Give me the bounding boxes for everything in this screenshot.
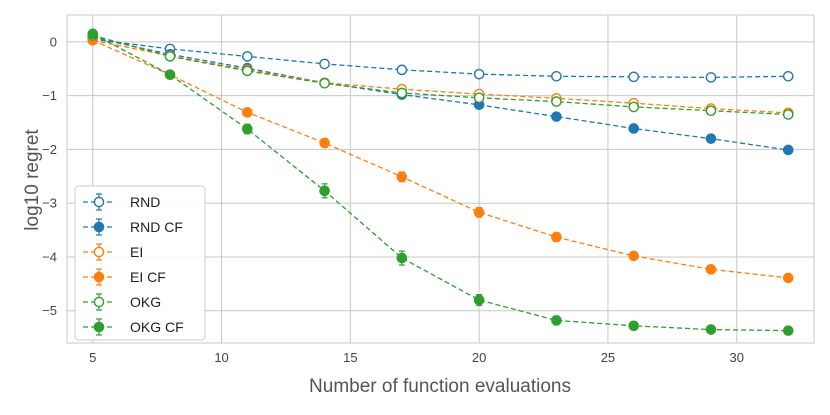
data-point bbox=[473, 92, 485, 104]
data-point bbox=[628, 320, 639, 332]
legend-item-okg-cf: OKG CF bbox=[83, 318, 184, 336]
data-point bbox=[242, 51, 253, 62]
y-axis-label: log10 regret bbox=[22, 129, 43, 231]
legend-item-rnd-cf: RND CF bbox=[83, 218, 183, 236]
x-tick-label: 15 bbox=[343, 350, 357, 365]
data-point bbox=[551, 315, 562, 326]
legend-marker bbox=[93, 296, 105, 308]
legend-label: RND bbox=[130, 194, 160, 210]
x-axis-label: Number of function evaluations bbox=[309, 376, 571, 397]
data-point bbox=[551, 111, 562, 122]
data-point bbox=[473, 207, 485, 218]
data-point bbox=[705, 133, 717, 144]
legend-marker bbox=[93, 221, 105, 233]
series-line-rnd-cf bbox=[92, 36, 789, 151]
series-okg-cf bbox=[87, 28, 794, 336]
y-tick-label: −3 bbox=[42, 196, 57, 211]
series-okg bbox=[87, 30, 794, 120]
data-point bbox=[164, 51, 176, 62]
data-point bbox=[551, 70, 562, 82]
x-tick-label: 25 bbox=[601, 350, 615, 365]
data-point bbox=[319, 58, 330, 70]
series-line-ei bbox=[92, 39, 789, 114]
x-tick-label: 20 bbox=[472, 350, 486, 365]
legend: RND RND CF EI EI CF OKG OKG CF bbox=[74, 185, 206, 341]
series-line-okg-cf bbox=[92, 33, 789, 332]
x-tick-label: 5 bbox=[89, 350, 96, 365]
legend-label: RND CF bbox=[130, 219, 183, 235]
series-line-ei-cf bbox=[92, 39, 789, 279]
plot-frame bbox=[66, 14, 815, 344]
series-line-okg bbox=[92, 34, 789, 116]
data-point bbox=[87, 28, 99, 40]
data-point bbox=[396, 64, 408, 76]
y-tick-label: 0 bbox=[50, 34, 57, 49]
data-point bbox=[782, 109, 794, 120]
y-tick-labels: 0 −1 −2 −3 −4 −5 bbox=[42, 34, 57, 318]
data-point bbox=[782, 144, 794, 156]
x-tick-label: 10 bbox=[214, 350, 228, 365]
y-tick-label: −2 bbox=[42, 142, 57, 157]
data-point bbox=[319, 185, 330, 197]
legend-marker bbox=[93, 196, 105, 208]
data-point bbox=[164, 69, 176, 80]
data-point bbox=[396, 171, 408, 183]
data-point bbox=[628, 71, 639, 83]
data-point bbox=[782, 325, 794, 336]
data-point bbox=[628, 101, 639, 113]
legend-item-ei: EI bbox=[83, 243, 143, 261]
data-point bbox=[319, 77, 330, 89]
legend-label: OKG CF bbox=[130, 319, 184, 335]
data-point bbox=[473, 294, 485, 306]
data-point bbox=[628, 250, 639, 262]
data-point bbox=[705, 264, 717, 275]
legend-item-rnd: RND bbox=[83, 193, 160, 211]
legend-marker bbox=[93, 321, 105, 333]
data-point bbox=[242, 107, 253, 118]
series-ei-cf bbox=[87, 34, 794, 284]
legend-marker bbox=[93, 271, 105, 283]
data-point bbox=[242, 123, 253, 135]
x-tick-labels: 5 10 15 20 25 30 bbox=[89, 350, 744, 365]
data-point bbox=[396, 87, 408, 99]
data-point bbox=[473, 68, 485, 80]
data-point bbox=[551, 231, 562, 243]
y-tick-label: −4 bbox=[42, 249, 57, 264]
legend-item-ei-cf: EI CF bbox=[83, 268, 166, 286]
y-tick-label: −5 bbox=[42, 303, 57, 318]
legend-label: EI CF bbox=[130, 269, 166, 285]
series-line-rnd bbox=[92, 38, 789, 79]
data-point bbox=[705, 324, 717, 335]
legend-label: EI bbox=[130, 244, 143, 260]
legend-item-okg: OKG bbox=[83, 293, 161, 311]
data-point bbox=[242, 65, 253, 77]
data-point bbox=[396, 252, 408, 264]
legend-label: OKG bbox=[130, 294, 161, 310]
data-point bbox=[319, 137, 330, 149]
data-point bbox=[782, 70, 794, 82]
data-point bbox=[551, 96, 562, 107]
x-tick-label: 30 bbox=[729, 350, 743, 365]
data-point bbox=[705, 105, 717, 117]
data-point bbox=[628, 123, 639, 134]
series-layer bbox=[87, 28, 794, 336]
data-point bbox=[782, 272, 794, 284]
y-tick-label: −1 bbox=[42, 88, 57, 103]
data-point bbox=[705, 72, 717, 83]
legend-marker bbox=[93, 246, 105, 258]
series-rnd bbox=[87, 33, 794, 83]
